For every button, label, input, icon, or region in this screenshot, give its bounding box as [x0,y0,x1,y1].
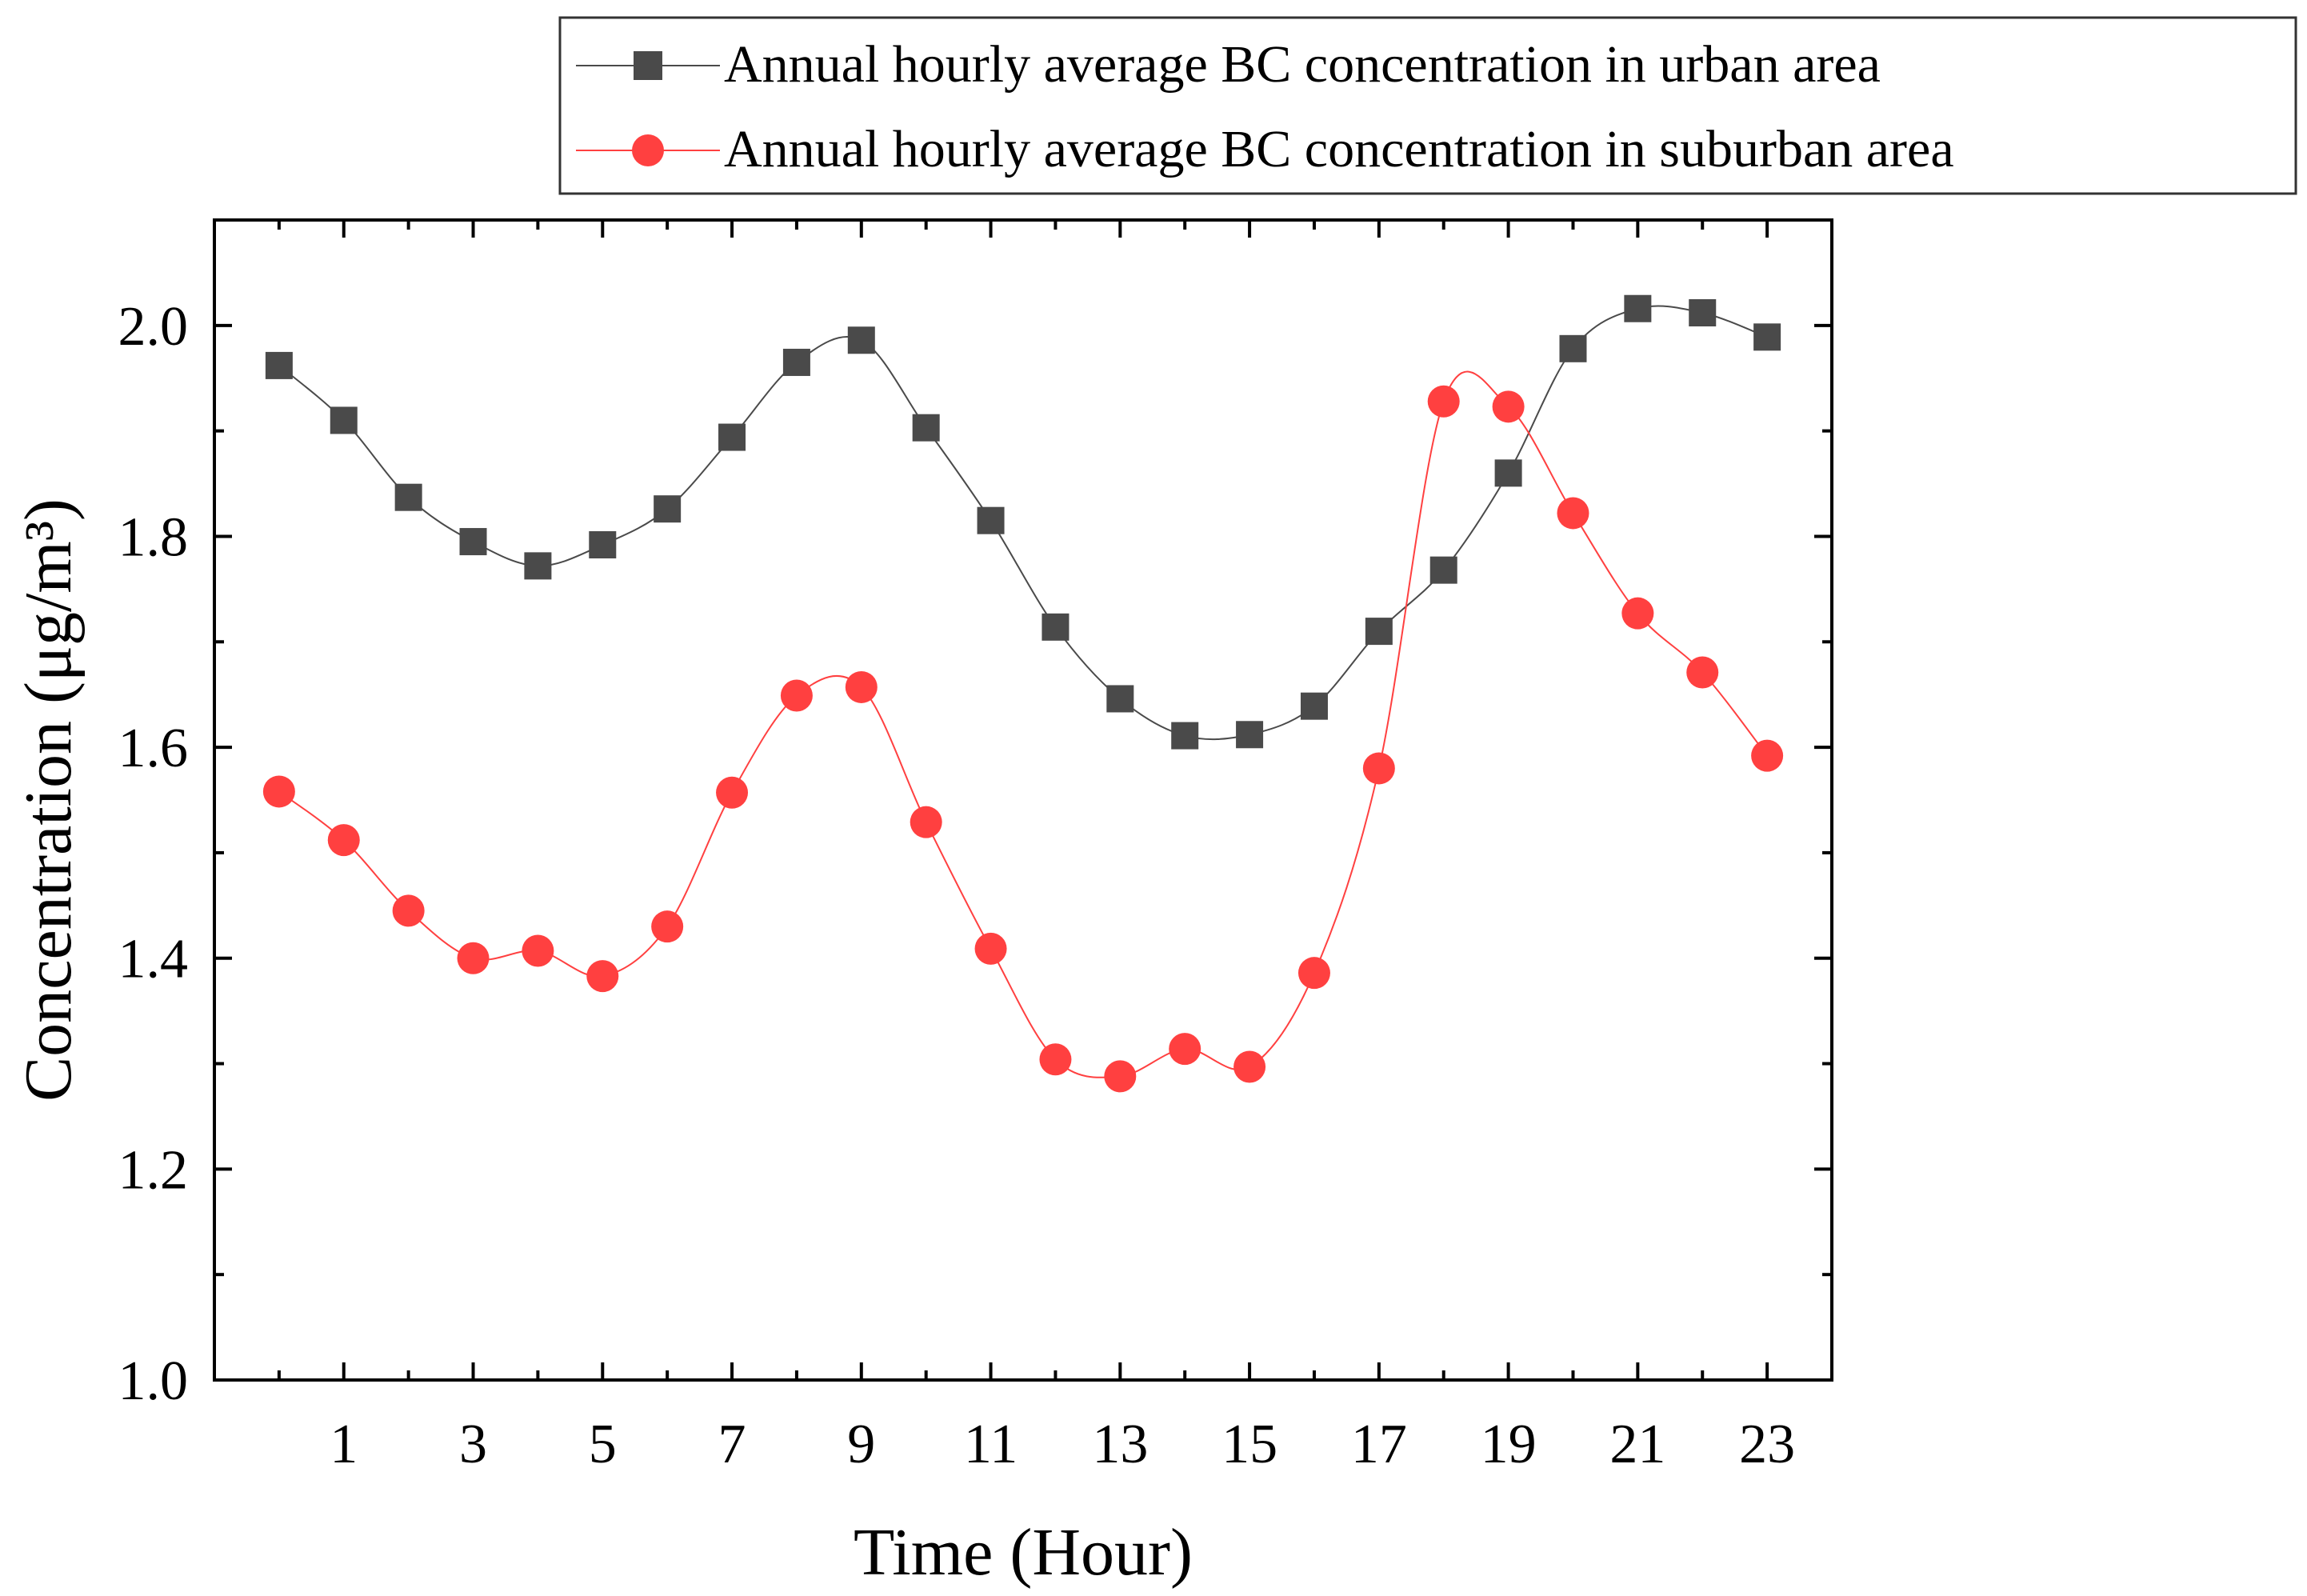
data-point-suburban [392,894,425,927]
x-tick-label: 3 [459,1414,487,1475]
y-tick-label: 1.0 [118,1350,189,1412]
data-point-urban [524,552,552,580]
data-point-urban [1365,618,1393,646]
data-point-urban [1171,722,1199,750]
data-point-urban [912,414,940,442]
legend-box [558,16,2297,195]
series-line-urban [278,305,1768,741]
x-tick-label: 15 [1221,1414,1277,1475]
data-point-suburban [522,934,554,967]
data-point-urban [1106,685,1134,713]
data-point-suburban [1557,497,1589,530]
data-point-suburban [1686,656,1719,689]
data-point-urban [330,406,358,434]
x-tick-label: 5 [589,1414,617,1475]
legend-label-urban: Annual hourly average BC concentration i… [724,35,1881,94]
data-point-urban [1689,299,1717,326]
data-point-urban [394,483,422,511]
data-point-suburban [457,942,490,974]
data-point-suburban [1039,1043,1072,1076]
data-point-urban [1494,459,1522,487]
legend-marker-urban [634,51,662,80]
data-point-urban [1300,692,1328,720]
data-point-suburban [1233,1050,1266,1083]
data-point-suburban [974,932,1007,965]
x-tick-label: 1 [330,1414,358,1475]
series-line-suburban [278,370,1768,1078]
y-tick-label: 1.4 [118,929,189,990]
x-tick-label: 17 [1351,1414,1407,1475]
data-point-suburban [1492,390,1525,423]
y-tick-label: 1.6 [118,718,189,779]
data-point-urban [459,528,487,556]
data-point-suburban [262,775,295,808]
data-point-suburban [586,960,619,993]
ticks [214,218,1832,1382]
data-point-urban [1753,323,1781,351]
data-point-urban [1559,334,1587,362]
data-point-suburban [1751,739,1784,772]
legend: Annual hourly average BC concentration i… [558,16,2297,195]
data-point-suburban [845,670,878,703]
data-point-suburban [651,910,684,943]
data-point-urban [1042,613,1070,641]
plot-frame [213,218,1833,1382]
data-point-suburban [1362,752,1395,785]
data-point-urban [589,531,617,558]
data-point-urban [1429,556,1457,584]
legend-entry-suburban: Annual hourly average BC concentration i… [576,120,1954,178]
legend-label-suburban: Annual hourly average BC concentration i… [724,120,1954,178]
data-point-suburban [1427,385,1460,418]
data-point-suburban [327,824,360,857]
data-point-suburban [780,679,813,712]
y-axis-title: Concentration (μg/m³) [11,498,86,1102]
data-point-urban [718,423,746,451]
x-tick-label: 21 [1609,1414,1665,1475]
tick-labels: 1 3 5 7 9 11 13 15 17 19 21 231.01.21.41.61.82.0 [118,296,1796,1475]
data-point-suburban [1104,1060,1137,1093]
data-point-urban [265,351,293,379]
y-tick-label: 2.0 [118,296,189,358]
x-tick-label: 7 [718,1414,746,1475]
data-point-urban [977,506,1005,534]
data-point-urban [782,348,810,376]
data-point-suburban [1169,1033,1201,1066]
legend-entry-urban: Annual hourly average BC concentration i… [576,35,1881,94]
x-tick-label: 13 [1092,1414,1148,1475]
x-tick-label: 11 [964,1414,1018,1475]
data-point-suburban [910,806,942,838]
legend-marker-suburban [632,134,664,166]
series-layer [262,294,1784,1093]
data-point-urban [1624,294,1652,322]
data-point-urban [847,326,875,354]
x-tick-label: 19 [1481,1414,1537,1475]
data-point-suburban [1297,957,1330,990]
x-tick-label: 23 [1739,1414,1795,1475]
x-tick-label: 9 [847,1414,875,1475]
data-point-suburban [1621,597,1654,630]
data-point-urban [654,495,682,523]
data-point-urban [1236,721,1264,749]
x-axis-title: Time (Hour) [854,1515,1193,1590]
y-tick-label: 1.8 [118,506,189,568]
data-point-suburban [716,776,749,809]
y-tick-label: 1.2 [118,1139,189,1201]
